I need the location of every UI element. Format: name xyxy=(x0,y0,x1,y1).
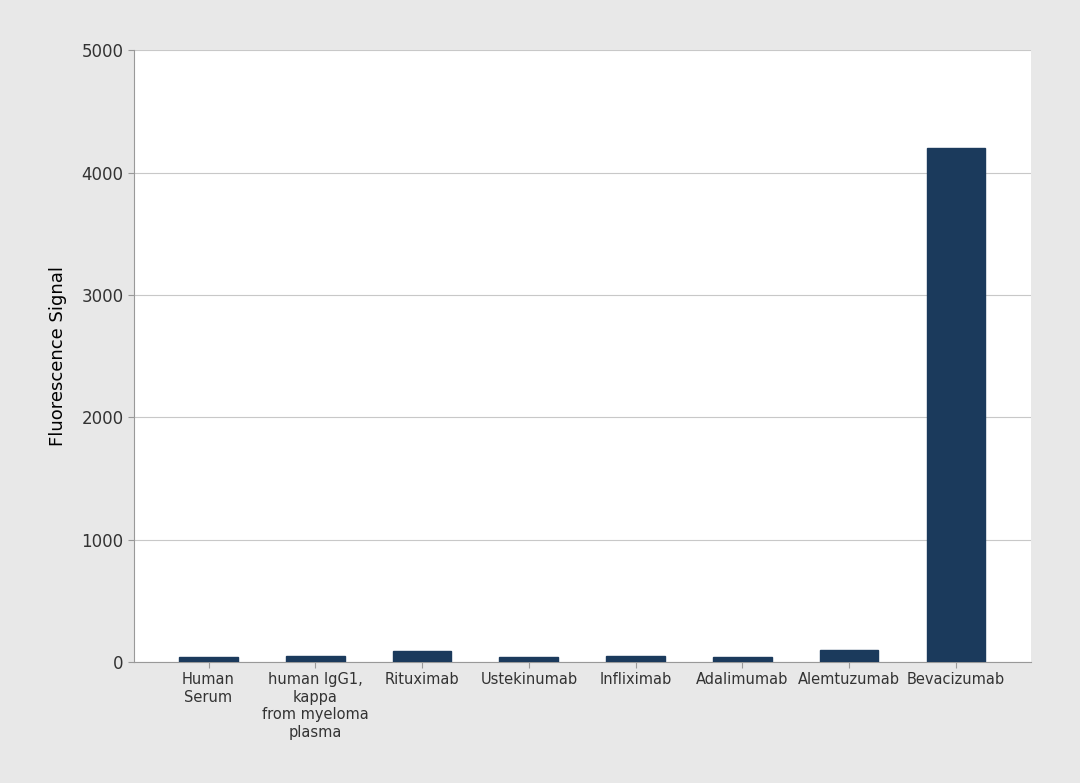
Bar xyxy=(927,148,985,662)
Bar xyxy=(606,656,665,662)
Bar xyxy=(820,651,878,662)
Y-axis label: Fluorescence Signal: Fluorescence Signal xyxy=(50,266,67,446)
Bar xyxy=(179,657,238,662)
Bar xyxy=(393,651,451,662)
Bar xyxy=(286,656,345,662)
Bar xyxy=(499,657,558,662)
Bar xyxy=(713,657,772,662)
